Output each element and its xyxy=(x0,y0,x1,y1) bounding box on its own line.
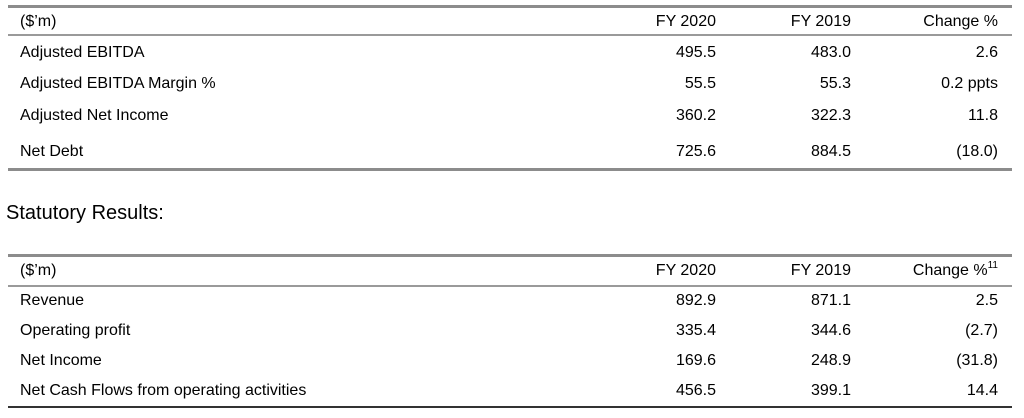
row-label: Adjusted Net Income xyxy=(20,107,169,124)
header-cell: Change % xyxy=(923,13,998,30)
value-cell: 725.6 xyxy=(675,143,716,160)
value-cell: 335.4 xyxy=(675,322,716,339)
value-cell: 892.9 xyxy=(675,292,716,309)
value-cell: 483.0 xyxy=(810,44,851,61)
section-title: Statutory Results: xyxy=(6,202,164,224)
value-cell: 456.5 xyxy=(675,382,716,399)
value-cell: 322.3 xyxy=(810,107,851,124)
value-cell: 2.5 xyxy=(975,292,998,309)
row-label: Adjusted EBITDA xyxy=(20,44,145,61)
footnote-ref: 11 xyxy=(987,260,998,271)
header-cell: ($’m) xyxy=(20,13,57,30)
row-label: Net Cash Flows from operating activities xyxy=(20,382,307,399)
table-rule xyxy=(8,406,1012,408)
header-cell: Change %11 xyxy=(912,260,998,280)
row-label: Revenue xyxy=(20,292,85,309)
value-cell: 871.1 xyxy=(810,292,851,309)
row-label: Operating profit xyxy=(20,322,131,339)
table-rule xyxy=(8,168,1012,171)
header-cell: FY 2019 xyxy=(790,262,851,279)
row-label: Adjusted EBITDA Margin % xyxy=(20,75,216,92)
value-cell: 360.2 xyxy=(675,107,716,124)
value-cell: 55.3 xyxy=(819,75,851,92)
header-cell: ($’m) xyxy=(20,262,57,279)
header-cell: FY 2020 xyxy=(655,13,716,30)
value-cell: 884.5 xyxy=(810,143,851,160)
table-rule xyxy=(8,34,1012,36)
value-cell: 344.6 xyxy=(810,322,851,339)
table-rule xyxy=(8,285,1012,287)
value-cell: 11.8 xyxy=(968,107,998,124)
value-cell: 169.6 xyxy=(675,352,716,369)
row-label: Net Income xyxy=(20,352,102,369)
value-cell: 14.4 xyxy=(966,382,998,399)
value-cell: 2.6 xyxy=(975,44,998,61)
value-cell: 55.5 xyxy=(684,75,716,92)
value-cell: 495.5 xyxy=(675,44,716,61)
table-rule xyxy=(8,5,1012,8)
table-rule xyxy=(8,254,1012,257)
value-cell: (18.0) xyxy=(956,143,998,160)
header-cell: FY 2020 xyxy=(655,262,716,279)
row-label: Net Debt xyxy=(20,143,84,160)
value-cell: (31.8) xyxy=(956,352,998,369)
value-cell: 248.9 xyxy=(810,352,851,369)
value-cell: (2.7) xyxy=(965,322,998,339)
value-cell: 0.2 ppts xyxy=(941,75,998,92)
header-cell: FY 2019 xyxy=(790,13,851,30)
value-cell: 399.1 xyxy=(810,382,851,399)
